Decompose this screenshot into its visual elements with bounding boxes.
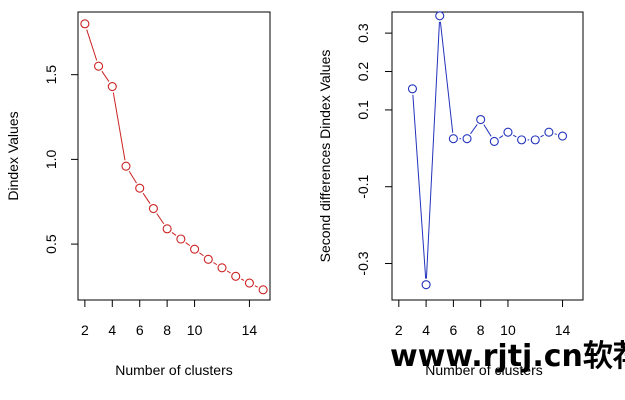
series-segment	[540, 134, 544, 138]
x-tick-label: 2	[81, 322, 89, 338]
series-segment	[226, 270, 231, 274]
data-point	[435, 11, 445, 21]
series-segment	[171, 232, 177, 236]
data-point	[135, 183, 145, 193]
x-tick-label: 4	[108, 322, 116, 338]
series-segment	[254, 285, 258, 288]
plot-frame	[391, 11, 584, 301]
x-tick-label: 14	[242, 322, 258, 338]
series-segment	[499, 135, 504, 139]
data-point	[203, 254, 213, 264]
data-point	[407, 84, 418, 94]
series-segment	[156, 213, 165, 225]
data-point	[530, 135, 540, 145]
series-segment	[185, 242, 191, 247]
data-point	[231, 271, 241, 281]
x-tick-label: 4	[422, 322, 430, 338]
y-tick-label: 1.5	[43, 65, 59, 85]
data-point	[476, 114, 486, 125]
watermark: www.rjtj.cn软荐网	[390, 339, 625, 374]
y-tick-label: 0.1	[355, 100, 371, 120]
data-point	[162, 224, 172, 234]
data-point	[503, 127, 513, 137]
plot-frame	[77, 11, 271, 301]
x-tick-label: 14	[555, 322, 571, 338]
y-tick-label: -0.1	[355, 174, 371, 198]
series-segment	[512, 134, 517, 138]
second-differences-chart: 2 4 6 8 10 14 -0.3 -0.1 0.1 0.2 0.3 Number of clust…	[317, 11, 584, 378]
data-point	[107, 81, 117, 92]
series-segment	[470, 124, 478, 135]
data-point	[190, 244, 200, 254]
data-point	[421, 280, 431, 290]
series-segment	[128, 170, 137, 184]
data-point	[244, 278, 254, 288]
data-point	[448, 134, 458, 144]
x-tick-label: 10	[187, 322, 203, 338]
x-axis-label: Number of clusters	[115, 362, 232, 378]
data-point	[148, 203, 158, 214]
series-segment	[213, 262, 218, 266]
x-axis-label: Number of clusters	[425, 362, 542, 378]
data-point	[121, 161, 131, 171]
data-point	[80, 19, 90, 29]
data-point	[462, 134, 472, 144]
series-segment	[483, 124, 492, 137]
series-segment	[112, 92, 126, 161]
x-tick-label: 8	[477, 322, 485, 338]
x-tick-label: 2	[395, 322, 403, 338]
data-point	[544, 127, 554, 137]
y-tick-label: 0.2	[355, 62, 371, 82]
y-tick-label: 1.0	[43, 149, 59, 169]
series-segment	[425, 21, 440, 279]
data-point	[94, 61, 104, 71]
x-tick-label: 8	[163, 322, 171, 338]
x-tick-label: 6	[449, 322, 457, 338]
data-point	[517, 135, 527, 145]
series-segment	[86, 29, 98, 61]
series-segment	[554, 133, 557, 135]
data-point	[258, 285, 268, 295]
data-point	[217, 263, 227, 273]
y-tick-label: 0.3	[355, 23, 371, 43]
x-tick-label: 10	[500, 322, 516, 338]
dindex-chart: 2 4 6 8 10 14 0.5 1.0 1.5 Number of clusters Dinde…	[5, 11, 271, 378]
series-segment	[199, 252, 204, 257]
series-segment	[439, 21, 454, 133]
data-point	[557, 131, 568, 141]
data-point	[176, 234, 186, 244]
series-segment	[412, 94, 427, 279]
series-segment	[142, 192, 151, 204]
series-segment	[240, 278, 245, 281]
y-tick-label: -0.3	[355, 251, 371, 275]
y-axis-label: Dindex Values	[5, 111, 21, 200]
series-segment	[101, 70, 110, 82]
data-point	[489, 136, 499, 146]
y-tick-label: 0.5	[43, 234, 59, 254]
y-axis-label: Second differences Dindex Values	[317, 50, 333, 263]
x-tick-label: 6	[136, 322, 144, 338]
